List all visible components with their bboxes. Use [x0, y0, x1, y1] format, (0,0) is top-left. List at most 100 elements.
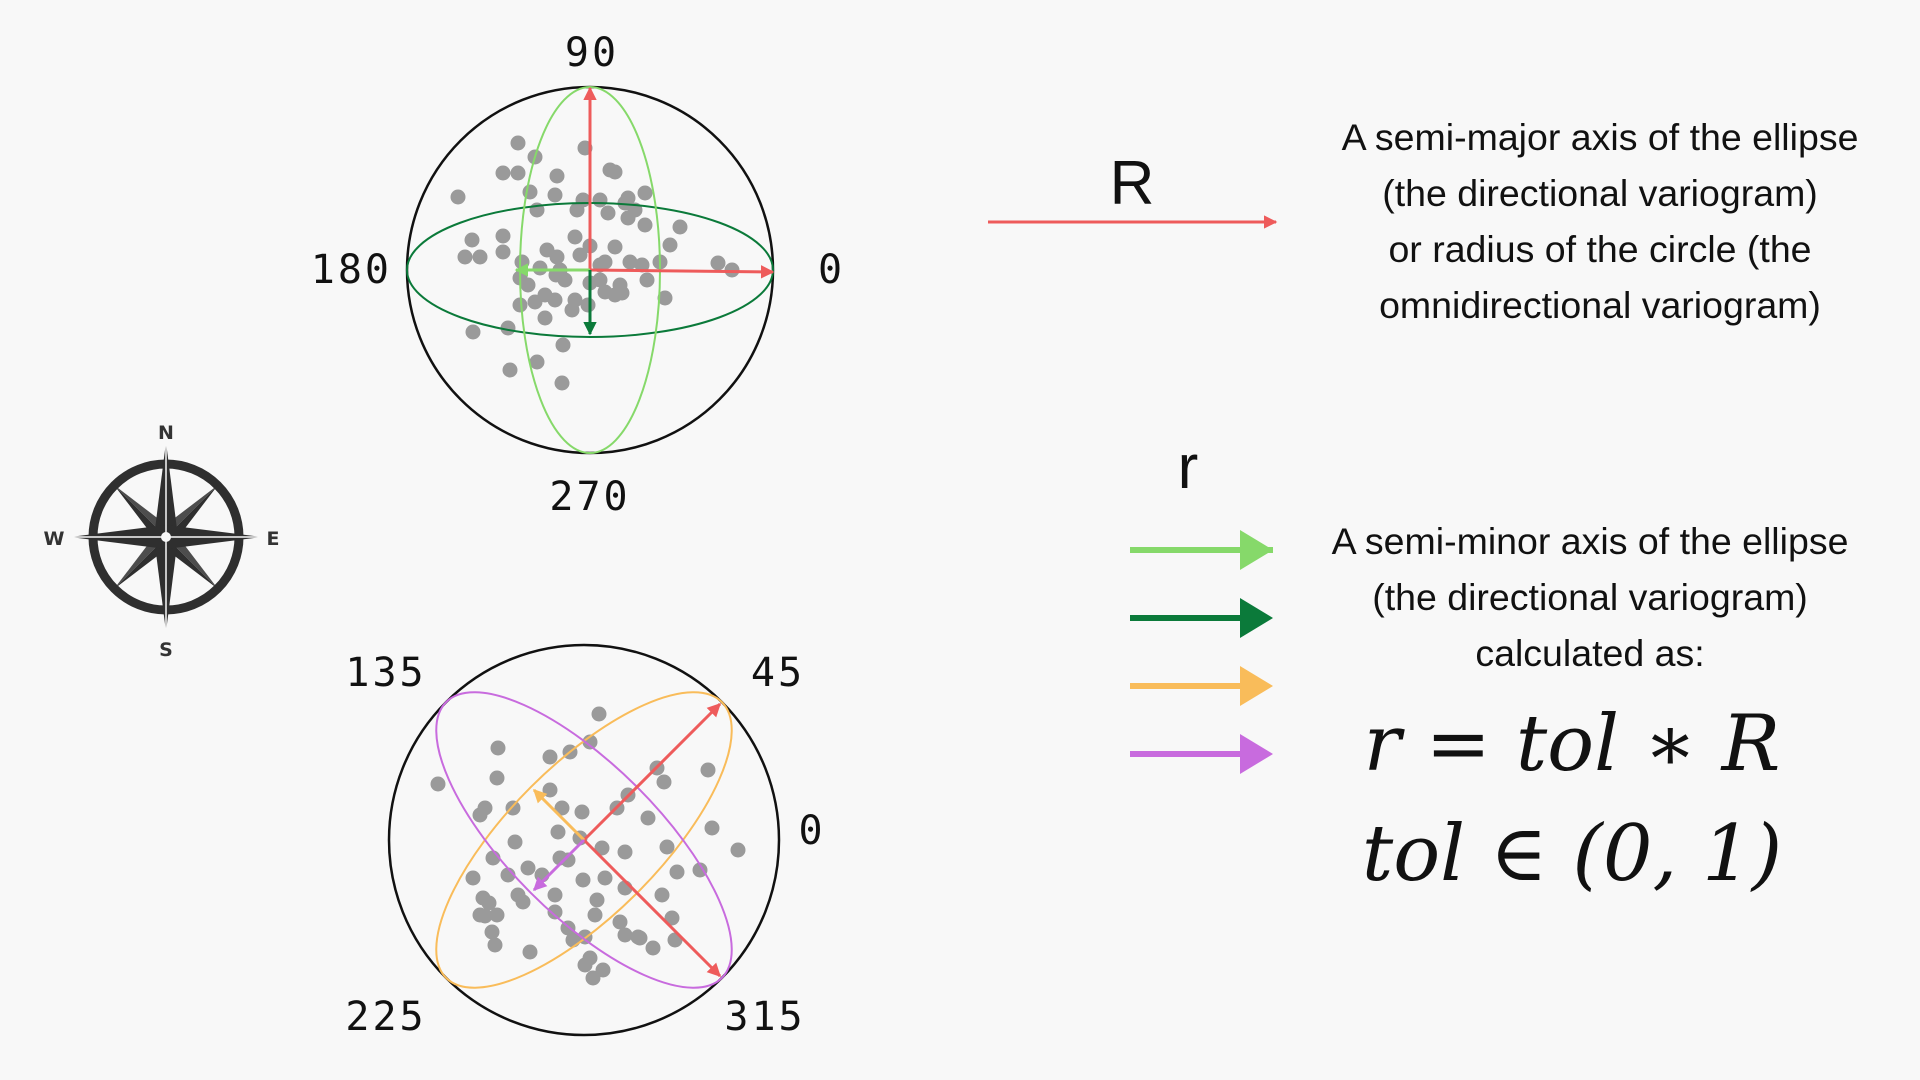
scatter-point	[622, 254, 638, 270]
scatter-point	[522, 944, 538, 960]
scatter-point	[472, 807, 488, 823]
scatter-point	[514, 254, 530, 270]
scatter-point	[495, 165, 511, 181]
scatter-point	[477, 908, 493, 924]
scatter-point	[465, 324, 481, 340]
legend-R-symbol: R	[1110, 149, 1155, 218]
scatter-point	[487, 937, 503, 953]
scatter-point	[472, 249, 488, 265]
legend-R-line-4: omnidirectional variogram)	[1379, 284, 1821, 326]
scatter-point	[567, 229, 583, 245]
angle-label-0: 0	[818, 247, 845, 293]
scatter-point	[507, 834, 523, 850]
scatter-point	[662, 237, 678, 253]
angle-label-45: 45	[751, 650, 805, 696]
scatter-point	[505, 800, 521, 816]
scatter-points-1	[450, 135, 740, 391]
semi-minor-arrow-135	[532, 788, 586, 842]
scatter-point	[672, 219, 688, 235]
scatter-point	[549, 249, 565, 265]
directional-ellipse-diagram: 135 45 0 225 315	[345, 643, 825, 1040]
scatter-point	[512, 297, 528, 313]
scatter-point	[656, 774, 672, 790]
scatter-point	[500, 320, 516, 336]
legend-r-line-1: A semi-minor axis of the ellipse	[1331, 520, 1849, 562]
scatter-point	[597, 284, 613, 300]
scatter-point	[664, 910, 680, 926]
scatter-point	[654, 887, 670, 903]
formula-tol: tol ∈ (0, 1)	[1362, 809, 1782, 899]
scatter-point	[597, 870, 613, 886]
scatter-point	[542, 749, 558, 765]
scatter-point	[630, 929, 646, 945]
scatter-point	[547, 187, 563, 203]
scatter-point	[607, 164, 623, 180]
scatter-point	[585, 970, 601, 986]
scatter-point	[659, 839, 675, 855]
semi-minor-arrow-225	[532, 838, 586, 892]
scatter-point	[481, 895, 497, 911]
scatter-point	[457, 249, 473, 265]
semi-major-arrow-315	[582, 838, 722, 978]
scatter-point	[710, 255, 726, 271]
angle-label-315: 315	[724, 994, 805, 1040]
scatter-point	[574, 804, 590, 820]
compass-west-label: W	[44, 528, 65, 550]
scatter-point	[489, 907, 505, 923]
scatter-point	[724, 262, 740, 278]
search-circle-2	[387, 643, 781, 1037]
semi-major-arrow-45	[582, 702, 722, 842]
scatter-point	[554, 800, 570, 816]
scatter-point	[560, 852, 576, 868]
angle-label-90: 90	[565, 30, 619, 76]
scatter-point	[554, 375, 570, 391]
scatter-point	[591, 706, 607, 722]
scatter-point	[547, 904, 563, 920]
scatter-point	[537, 310, 553, 326]
angle-label-135: 135	[345, 650, 426, 696]
omnidirectional-circle-diagram: 90 180 0 270	[311, 30, 845, 520]
scatter-point	[589, 892, 605, 908]
legend-r-symbol: r	[1178, 433, 1199, 502]
scatter-point	[582, 950, 598, 966]
legend-r-line-2: (the directional variogram)	[1372, 576, 1808, 618]
scatter-point	[592, 192, 608, 208]
scatter-point	[502, 362, 518, 378]
legend-R-line-1: A semi-major axis of the ellipse	[1341, 116, 1859, 158]
scatter-point	[550, 824, 566, 840]
scatter-point	[607, 239, 623, 255]
scatter-point	[465, 870, 481, 886]
scatter-point	[634, 257, 650, 273]
scatter-point	[510, 165, 526, 181]
legend-semi-minor: r r = tol ∗ R tol ∈ (0, 1)	[1130, 433, 1782, 899]
angle-label-180: 180	[311, 247, 392, 293]
scatter-point	[532, 260, 548, 276]
scatter-point	[547, 887, 563, 903]
scatter-point	[555, 337, 571, 353]
legend-r-line-3: calculated as:	[1475, 632, 1705, 674]
angle-label-270: 270	[549, 474, 630, 520]
scatter-point	[495, 228, 511, 244]
scatter-point	[617, 844, 633, 860]
scatter-point	[575, 872, 591, 888]
angle-label-225: 225	[345, 994, 426, 1040]
angle-label-0-b: 0	[798, 808, 825, 854]
scatter-point	[572, 247, 588, 263]
scatter-point	[490, 740, 506, 756]
legend-semi-major: R	[988, 149, 1278, 229]
scatter-point	[520, 860, 536, 876]
scatter-point	[612, 914, 628, 930]
legend-r-description: A semi-minor axis of the ellipse (the di…	[1275, 513, 1905, 681]
legend-R-line-3: or radius of the circle (the	[1388, 228, 1812, 270]
formula-r: r = tol ∗ R	[1364, 699, 1781, 789]
scatter-point	[595, 962, 611, 978]
scatter-point	[645, 940, 661, 956]
scatter-point	[564, 302, 580, 318]
semi-major-arrow-right	[589, 265, 775, 279]
scatter-point	[484, 924, 500, 940]
scatter-point	[529, 354, 545, 370]
scatter-point	[580, 297, 596, 313]
scatter-point	[464, 232, 480, 248]
scatter-point	[692, 862, 708, 878]
